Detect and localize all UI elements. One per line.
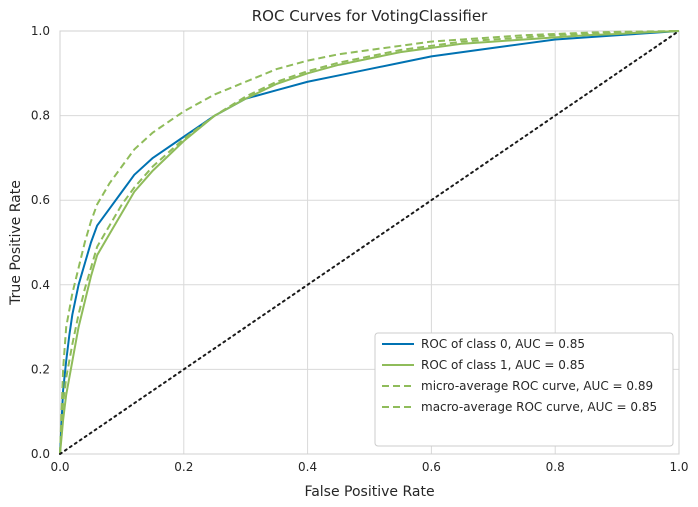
series-line-1: [59, 30, 680, 455]
series-line-3: [59, 30, 680, 455]
y-tick-label: 0.2: [31, 362, 50, 376]
x-tick-label: 1.0: [669, 460, 688, 474]
chance-diagonal-line: [59, 30, 680, 455]
legend-label: ROC of class 1, AUC = 0.85: [421, 358, 585, 372]
legend-box: [374, 332, 674, 447]
y-tick-label: 0.0: [31, 447, 50, 461]
tick-labels: 0.0 0.2 0.4 0.6 0.8 1.0 0.0 0.2 0.4 0.6 0.8 1.0: [31, 24, 689, 474]
y-axis-label: True Positive Rate: [8, 180, 24, 306]
grid: [59, 30, 680, 455]
x-tick-label: 0.2: [174, 460, 193, 474]
legend-label: micro-average ROC curve, AUC = 0.89: [421, 379, 653, 393]
y-tick-label: 1.0: [31, 24, 50, 38]
series-layer: [59, 30, 680, 455]
x-tick-label: 0.4: [298, 460, 317, 474]
plot-frame: [59, 30, 680, 455]
y-tick-label: 0.8: [31, 109, 50, 123]
x-axis-label: False Positive Rate: [304, 484, 434, 500]
y-tick-label: 0.4: [31, 278, 50, 292]
legend-label: ROC of class 0, AUC = 0.85: [421, 337, 585, 351]
legend: ROC of class 0, AUC = 0.85 ROC of class 1…: [374, 332, 674, 447]
legend-items: ROC of class 0, AUC = 0.85 ROC of class 1…: [382, 337, 657, 414]
x-tick-label: 0.8: [546, 460, 565, 474]
legend-label: macro-average ROC curve, AUC = 0.85: [421, 400, 657, 414]
y-tick-label: 0.6: [31, 193, 50, 207]
series-line-2: [59, 30, 680, 455]
x-tick-label: 0.0: [50, 460, 69, 474]
chart-title: ROC Curves for VotingClassifier: [252, 7, 488, 25]
x-tick-label: 0.6: [422, 460, 441, 474]
